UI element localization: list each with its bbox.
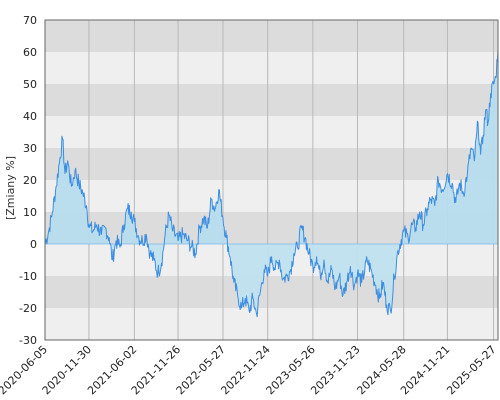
band--30	[45, 308, 498, 340]
x-tick-label: 2025-05-27	[444, 343, 498, 397]
y-tick-label: -20	[19, 302, 37, 315]
y-tick-label: 20	[23, 174, 37, 187]
y-tick-label: 10	[23, 206, 37, 219]
y-tick-label: 0	[30, 238, 37, 251]
band--20	[45, 276, 498, 308]
background-bands	[45, 20, 498, 340]
band-40	[45, 84, 498, 116]
area-below-zero	[45, 244, 498, 317]
band-50	[45, 52, 498, 84]
y-tick-label: 60	[23, 46, 37, 59]
y-tick-label: 70	[23, 14, 37, 27]
y-tick-labels: -30 -20 -10 0 10 20 30 40 50 60 70	[19, 14, 37, 347]
band-30	[45, 116, 498, 148]
plot-frame	[44, 19, 499, 341]
band-60	[45, 20, 498, 52]
y-tick-label: -10	[19, 270, 37, 283]
series-line	[44, 48, 499, 318]
x-tick-labels: 2020-06-052020-11-302021-06-022021-11-26…	[0, 343, 499, 397]
band-20	[45, 148, 498, 180]
y-tick-label: 40	[23, 110, 37, 123]
y-tick-label: 50	[23, 78, 37, 91]
band-10	[45, 180, 498, 212]
series-lines	[44, 48, 499, 318]
y-tick-label: 30	[23, 142, 37, 155]
y-axis-label: [Zmiany %]	[4, 156, 17, 220]
y-tick-label: -30	[19, 334, 37, 347]
